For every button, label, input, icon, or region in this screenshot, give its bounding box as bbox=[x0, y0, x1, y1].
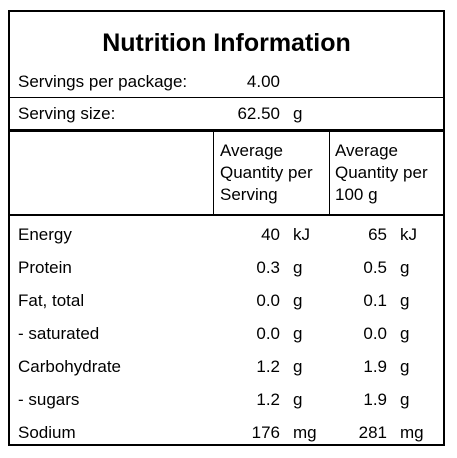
nutrient-name: - saturated bbox=[18, 324, 100, 343]
nutrient-name: Sodium bbox=[18, 423, 76, 442]
nutrient-name: Energy bbox=[18, 225, 72, 244]
per-100g-unit: mg bbox=[400, 423, 424, 442]
nutrient-name: - sugars bbox=[18, 390, 80, 409]
per-100g-unit: kJ bbox=[400, 225, 417, 244]
column-header-per-100g: Average Quantity per 100 g bbox=[335, 141, 428, 204]
nutrition-panel: Nutrition Information Servings per packa… bbox=[8, 10, 445, 446]
panel-title: Nutrition Information bbox=[102, 29, 351, 57]
column-header-per-serving: Average Quantity per Serving bbox=[220, 141, 313, 204]
per-serving-unit: g bbox=[293, 291, 303, 310]
per-serving-unit: g bbox=[293, 390, 303, 409]
per-100g-unit: g bbox=[400, 357, 410, 376]
column-divider-left bbox=[213, 132, 214, 214]
serving-size-label: Serving size: bbox=[18, 104, 116, 123]
per-serving-unit: kJ bbox=[293, 225, 310, 244]
per-100g-value: 281 bbox=[358, 423, 387, 442]
divider-thick bbox=[10, 129, 443, 132]
per-serving-unit: g bbox=[293, 324, 303, 343]
per-serving-value: 0.3 bbox=[256, 258, 280, 277]
per-serving-value: 0.0 bbox=[256, 291, 280, 310]
per-100g-value: 0.5 bbox=[363, 258, 387, 277]
servings-label: Servings per package: bbox=[18, 72, 188, 91]
per-serving-value: 40 bbox=[261, 225, 280, 244]
per-100g-value: 65 bbox=[368, 225, 387, 244]
column-divider-right bbox=[329, 132, 330, 214]
per-serving-unit: g bbox=[293, 258, 303, 277]
per-100g-value: 1.9 bbox=[363, 390, 387, 409]
nutrient-name: Carbohydrate bbox=[18, 357, 122, 376]
per-serving-unit: mg bbox=[293, 423, 317, 442]
per-100g-value: 0.0 bbox=[363, 324, 387, 343]
per-100g-unit: g bbox=[400, 291, 410, 310]
serving-size-value: 62.50 bbox=[237, 104, 280, 123]
per-serving-unit: g bbox=[293, 357, 303, 376]
per-100g-value: 0.1 bbox=[363, 291, 387, 310]
per-100g-value: 1.9 bbox=[363, 357, 387, 376]
divider bbox=[10, 97, 443, 98]
per-100g-unit: g bbox=[400, 258, 410, 277]
per-serving-value: 176 bbox=[251, 423, 280, 442]
per-100g-unit: g bbox=[400, 324, 410, 343]
per-serving-value: 1.2 bbox=[256, 357, 280, 376]
nutrient-name: Fat, total bbox=[18, 291, 85, 310]
per-serving-value: 0.0 bbox=[256, 324, 280, 343]
per-100g-unit: g bbox=[400, 390, 410, 409]
per-serving-value: 1.2 bbox=[256, 390, 280, 409]
nutrient-name: Protein bbox=[18, 258, 72, 277]
servings-value: 4.00 bbox=[246, 72, 280, 91]
serving-size-unit: g bbox=[293, 104, 303, 123]
divider-header bbox=[10, 214, 443, 216]
